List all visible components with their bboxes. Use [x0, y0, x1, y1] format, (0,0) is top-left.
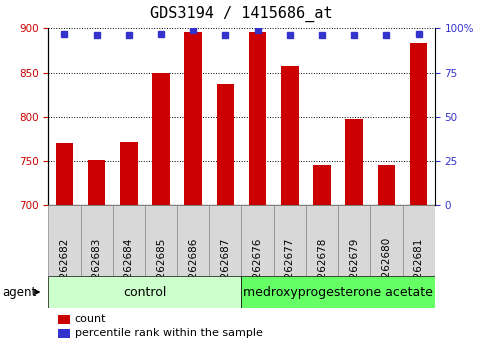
Text: GSM262679: GSM262679 [349, 237, 359, 301]
Bar [216, 84, 234, 205]
Text: GSM262676: GSM262676 [253, 237, 263, 301]
Text: GSM262684: GSM262684 [124, 237, 134, 301]
FancyBboxPatch shape [48, 276, 242, 308]
Bar [410, 43, 427, 205]
FancyBboxPatch shape [177, 205, 209, 276]
Bar [345, 119, 363, 205]
Text: medroxyprogesterone acetate: medroxyprogesterone acetate [243, 286, 433, 298]
Text: GSM262680: GSM262680 [382, 237, 391, 301]
Bar [120, 142, 138, 205]
Text: GSM262677: GSM262677 [285, 237, 295, 301]
FancyBboxPatch shape [338, 205, 370, 276]
Text: agent: agent [2, 286, 37, 298]
Bar [249, 32, 267, 205]
FancyBboxPatch shape [81, 205, 113, 276]
Text: count: count [75, 314, 106, 324]
Text: GSM262678: GSM262678 [317, 237, 327, 301]
FancyBboxPatch shape [48, 205, 81, 276]
Bar [56, 143, 73, 205]
FancyBboxPatch shape [370, 205, 402, 276]
FancyBboxPatch shape [274, 205, 306, 276]
Text: GSM262682: GSM262682 [59, 237, 70, 301]
Bar [313, 165, 331, 205]
FancyBboxPatch shape [242, 205, 274, 276]
Text: GSM262681: GSM262681 [413, 237, 424, 301]
FancyBboxPatch shape [306, 205, 338, 276]
Text: GSM262687: GSM262687 [220, 237, 230, 301]
FancyBboxPatch shape [113, 205, 145, 276]
Bar [58, 315, 70, 324]
FancyBboxPatch shape [145, 205, 177, 276]
Bar [58, 329, 70, 338]
Text: GDS3194 / 1415686_at: GDS3194 / 1415686_at [150, 6, 333, 22]
Text: GSM262685: GSM262685 [156, 237, 166, 301]
Text: GSM262683: GSM262683 [92, 237, 101, 301]
Bar [88, 160, 105, 205]
FancyBboxPatch shape [402, 205, 435, 276]
Bar [281, 66, 298, 205]
Bar [378, 165, 395, 205]
Text: GSM262686: GSM262686 [188, 237, 198, 301]
FancyBboxPatch shape [209, 205, 242, 276]
Text: percentile rank within the sample: percentile rank within the sample [75, 329, 263, 338]
Bar [185, 32, 202, 205]
Text: control: control [123, 286, 167, 298]
Bar [152, 73, 170, 205]
FancyBboxPatch shape [242, 276, 435, 308]
